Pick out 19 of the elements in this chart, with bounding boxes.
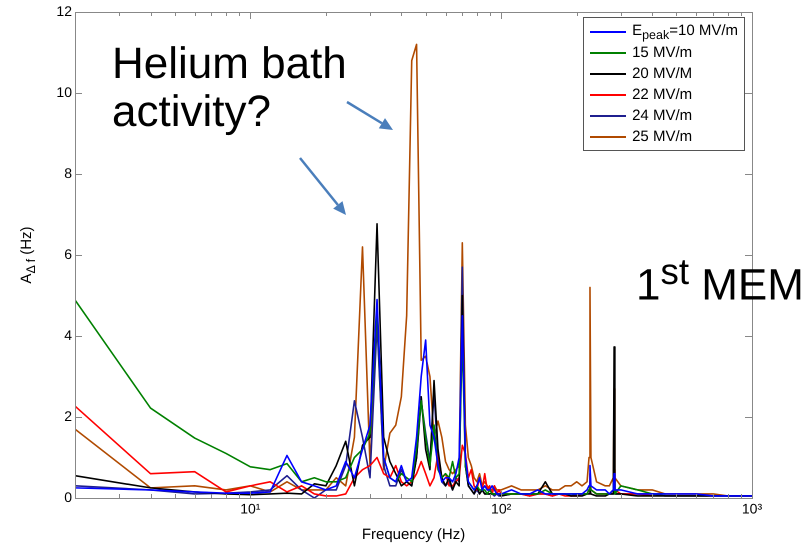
legend-label: E$_{peak}$=10 MV/m — [632, 22, 738, 42]
y-tick-label: 8 — [64, 164, 72, 181]
x-tick-label: 10² — [491, 500, 512, 516]
annotation: 1$^{st}$ MEM — [636, 251, 804, 310]
y-tick-label: 10 — [56, 84, 72, 100]
x-tick-label: 10¹ — [240, 500, 261, 516]
y-tick-label: 4 — [64, 326, 72, 343]
y-tick-label: 6 — [64, 246, 72, 262]
legend-label: 25 MV/m — [632, 128, 692, 145]
y-tick-label: 0 — [64, 488, 72, 505]
legend-label: 22 MV/m — [632, 86, 692, 103]
y-tick-label: 12 — [56, 2, 72, 19]
x-tick-label: 10³ — [742, 500, 762, 516]
legend-label: 20 MV/M — [632, 65, 692, 82]
x-axis-title: Frequency (Hz) — [362, 526, 466, 544]
legend-label: 15 MV/m — [632, 44, 692, 61]
y-tick-label: 2 — [64, 408, 72, 424]
legend-label: 24 MV/m — [632, 107, 692, 124]
annotation: Helium bath activity? — [112, 39, 348, 137]
